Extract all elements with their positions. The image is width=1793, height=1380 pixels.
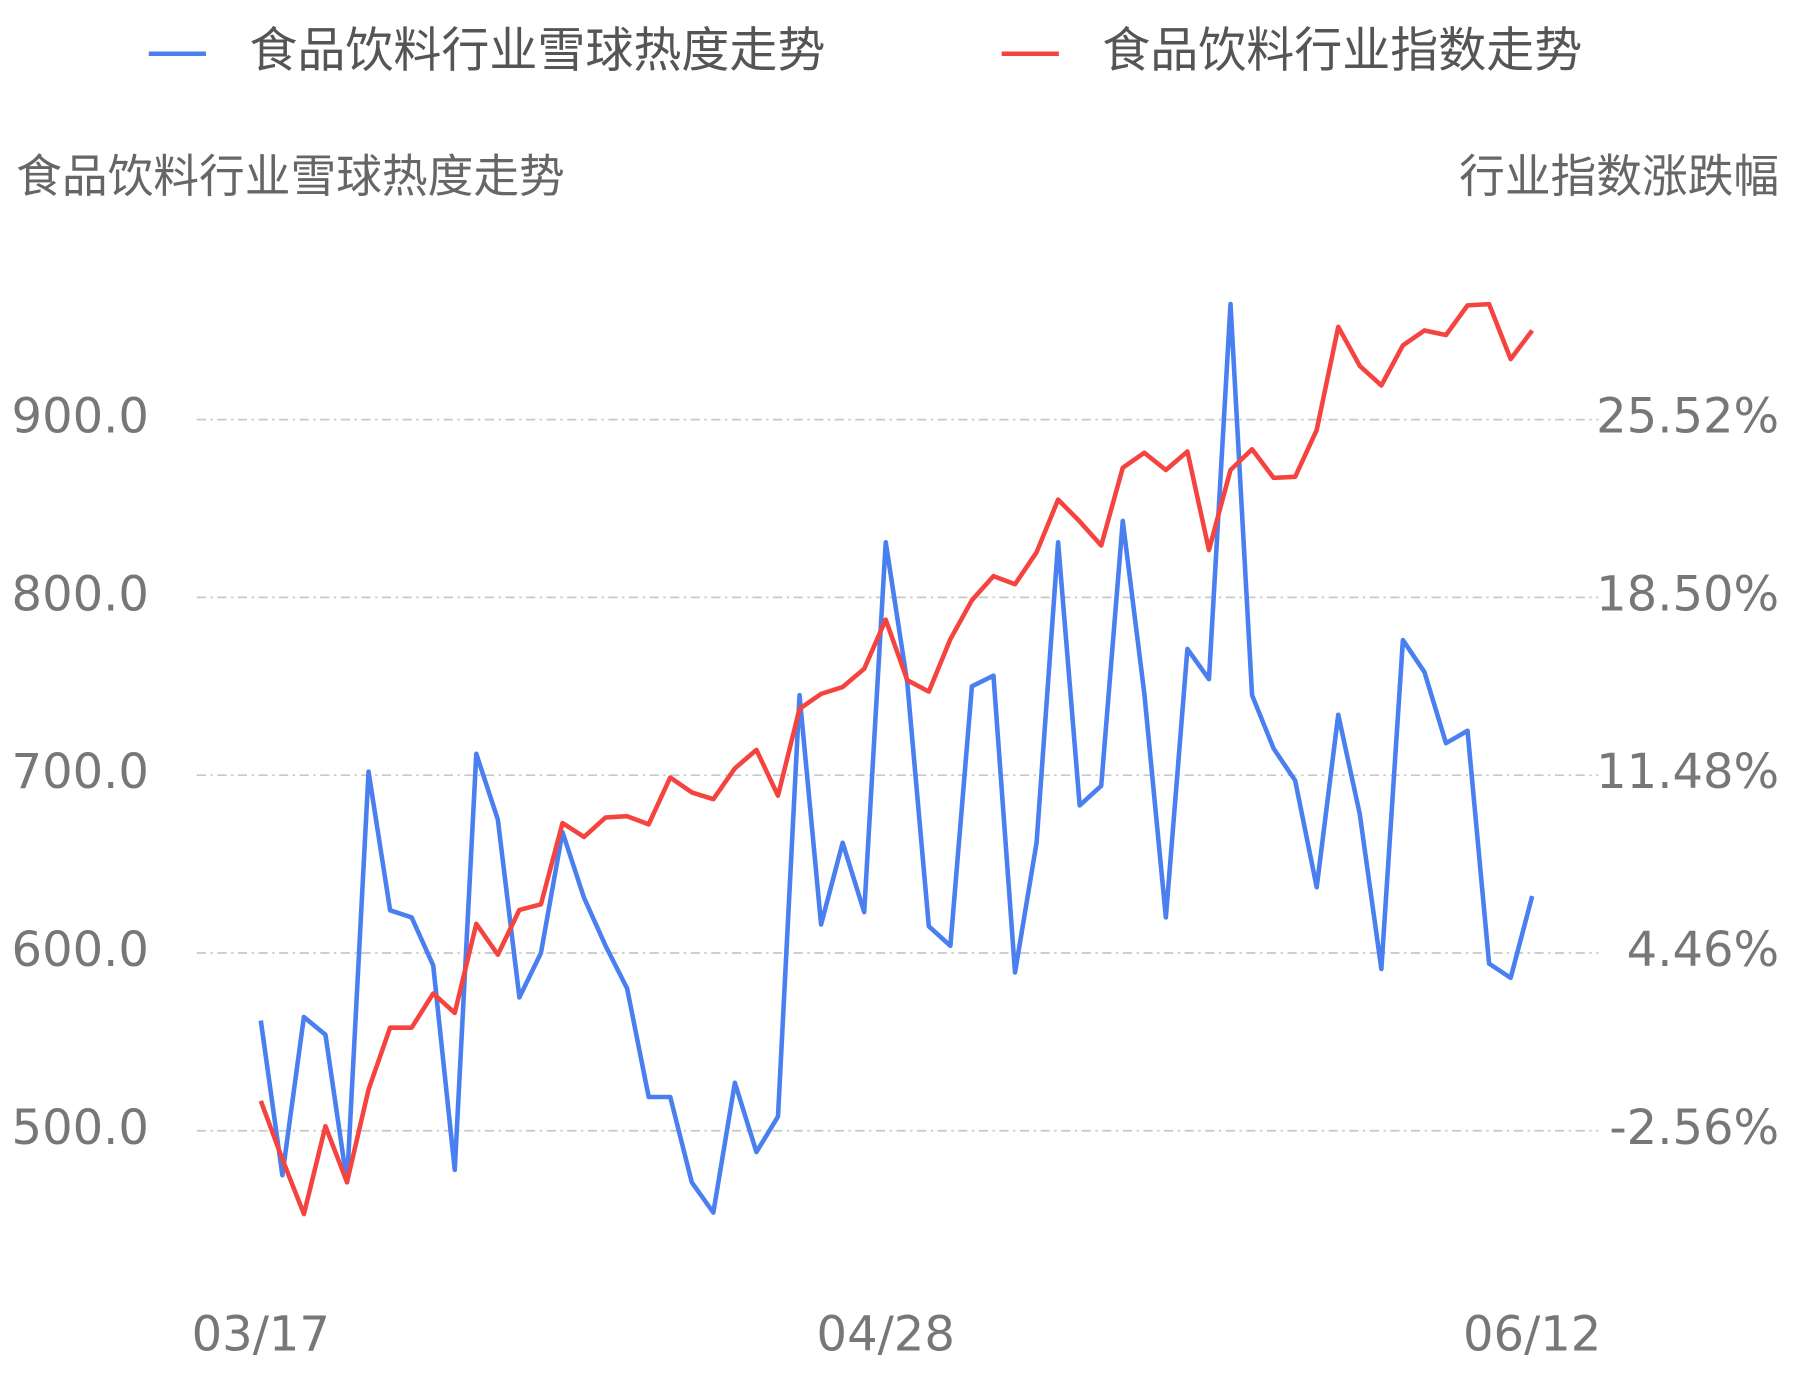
x-tick-label: 04/28 <box>817 1307 955 1363</box>
y-tick-label: 900.0 <box>12 389 149 445</box>
series-line <box>258 301 1535 1215</box>
y2-tick-label: 11.48% <box>1596 744 1779 800</box>
y-tick-label: 800.0 <box>12 566 149 622</box>
y-axis-title: 食品饮料行业雪球热度走势 <box>16 150 565 203</box>
legend-label: 食品饮料行业雪球热度走势 <box>249 23 825 79</box>
y2-tick-label: 4.46% <box>1627 922 1779 978</box>
x-tick-label: 06/12 <box>1463 1307 1601 1363</box>
y-tick-label: 600.0 <box>12 922 149 978</box>
y2-tick-label: 25.52% <box>1596 389 1779 445</box>
y2-tick-label: 18.50% <box>1596 566 1779 622</box>
y-tick-label: 500.0 <box>12 1100 149 1156</box>
y2-axis-title: 行业指数涨跌幅 <box>1459 150 1779 203</box>
legend-label: 食品饮料行业指数走势 <box>1102 23 1582 79</box>
x-tick-label: 03/17 <box>192 1307 330 1363</box>
y-tick-label: 700.0 <box>12 744 149 800</box>
y2-tick-label: -2.56% <box>1609 1100 1779 1156</box>
series-line <box>258 301 1535 1217</box>
